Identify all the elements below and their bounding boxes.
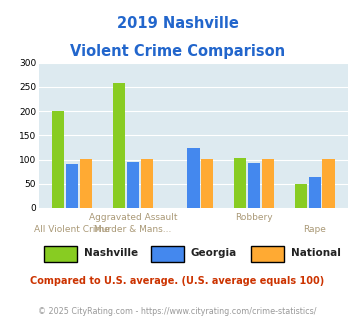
Bar <box>201 158 213 208</box>
FancyBboxPatch shape <box>151 246 184 262</box>
Text: 2019 Nashville: 2019 Nashville <box>116 16 239 31</box>
Text: Murder & Mans...: Murder & Mans... <box>94 225 171 234</box>
Text: Rape: Rape <box>303 225 326 234</box>
Text: Georgia: Georgia <box>191 248 237 258</box>
Bar <box>248 163 260 208</box>
Text: Nashville: Nashville <box>84 248 138 258</box>
Text: Aggravated Assault: Aggravated Assault <box>89 213 177 222</box>
Text: Violent Crime Comparison: Violent Crime Comparison <box>70 44 285 59</box>
Text: National: National <box>291 248 341 258</box>
Bar <box>262 158 274 208</box>
Bar <box>308 177 321 208</box>
Bar <box>80 158 92 208</box>
Bar <box>66 164 78 208</box>
Bar <box>127 162 139 208</box>
Bar <box>322 158 334 208</box>
Bar <box>295 184 307 208</box>
Text: Compared to U.S. average. (U.S. average equals 100): Compared to U.S. average. (U.S. average … <box>31 276 324 285</box>
Bar <box>141 158 153 208</box>
FancyBboxPatch shape <box>44 246 77 262</box>
Text: © 2025 CityRating.com - https://www.cityrating.com/crime-statistics/: © 2025 CityRating.com - https://www.city… <box>38 307 317 316</box>
Bar <box>234 157 246 208</box>
Text: All Violent Crime: All Violent Crime <box>34 225 110 234</box>
FancyBboxPatch shape <box>251 246 284 262</box>
Bar <box>53 111 65 208</box>
Text: Robbery: Robbery <box>235 213 273 222</box>
Bar <box>187 148 200 208</box>
Bar <box>113 83 125 208</box>
